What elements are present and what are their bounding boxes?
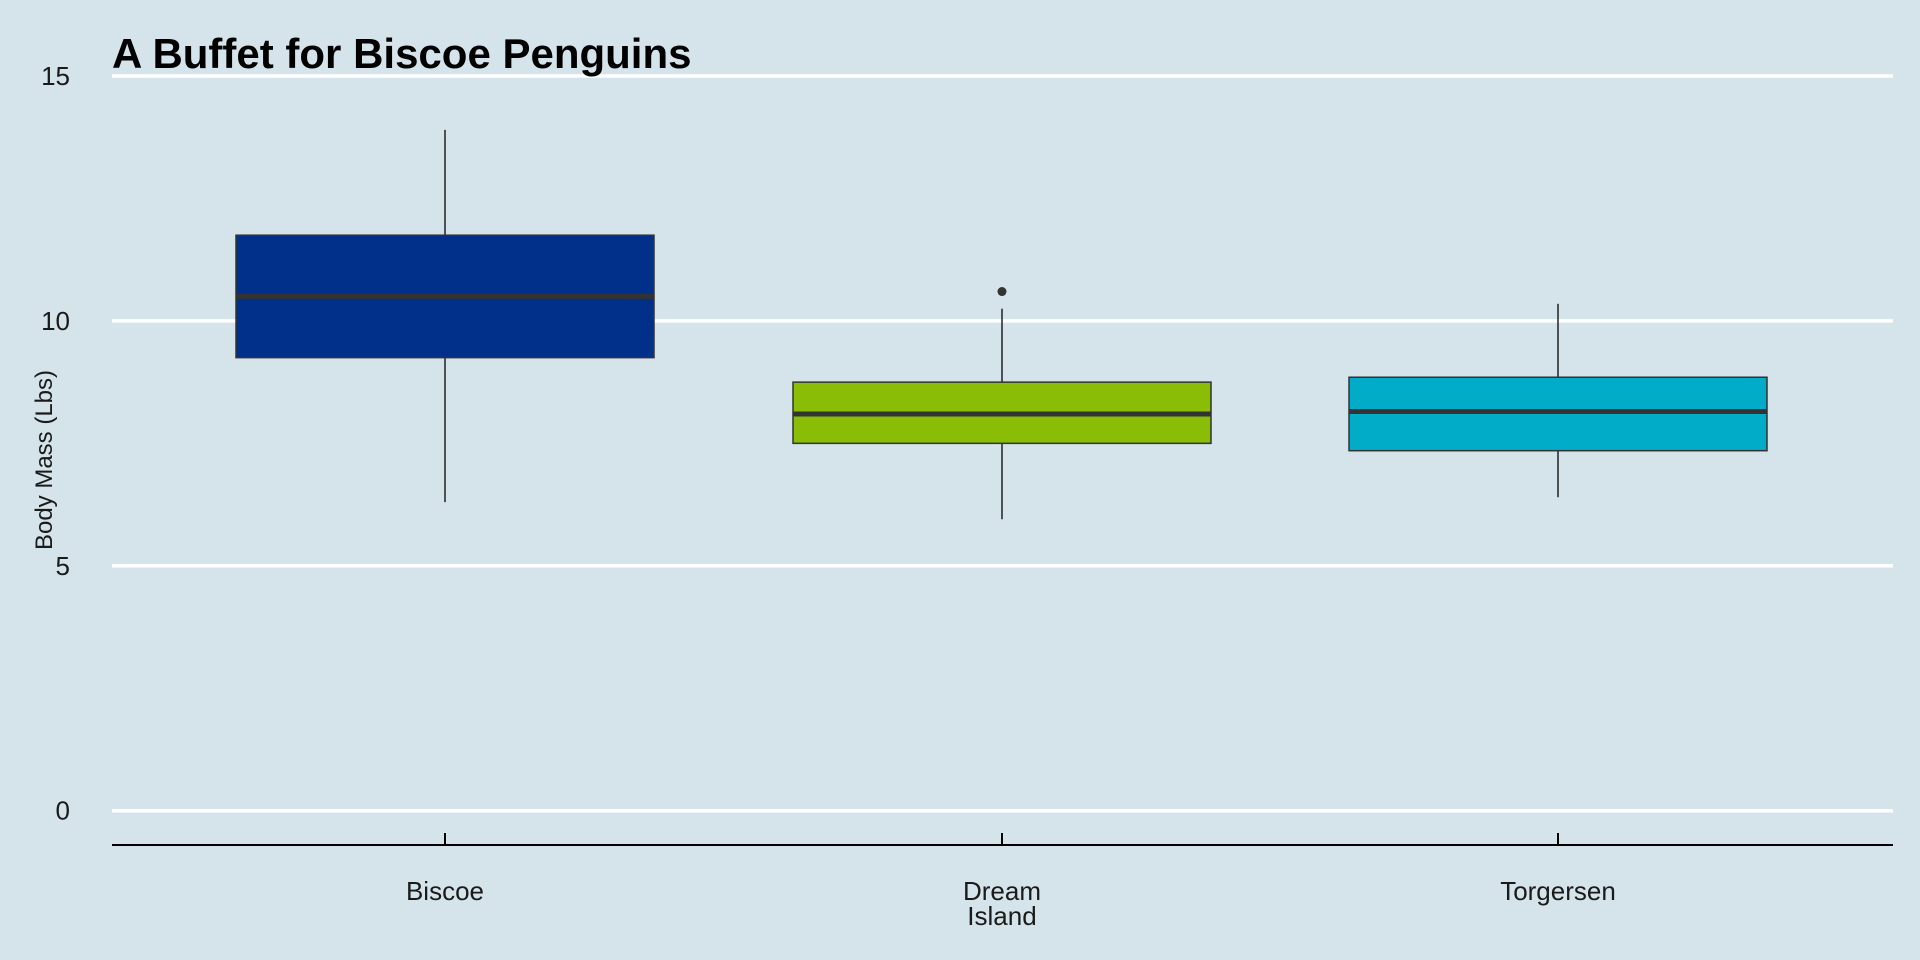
x-tick-label-biscoe: Biscoe xyxy=(406,876,484,906)
chart-title: A Buffet for Biscoe Penguins xyxy=(112,30,692,77)
y-tick-labels: 0 5 10 15 xyxy=(41,61,70,826)
x-tick-label-torgersen: Torgersen xyxy=(1500,876,1616,906)
outlier-point-dream-island-0 xyxy=(997,287,1007,297)
y-axis-label: Body Mass (Lbs) xyxy=(31,370,58,550)
y-tick-label-15: 15 xyxy=(41,61,70,91)
box-biscoe xyxy=(235,129,655,503)
y-tick-label-0: 0 xyxy=(56,796,70,826)
box-torgersen xyxy=(1348,303,1768,498)
y-tick-label-5: 5 xyxy=(56,551,70,581)
x-tick-label-dream-island-line2: Island xyxy=(967,901,1036,931)
box-plots xyxy=(235,129,1768,520)
x-tick-label-dream-island: Dream xyxy=(963,876,1041,906)
y-tick-label-10: 10 xyxy=(41,306,70,336)
box-dream-island xyxy=(792,287,1212,520)
